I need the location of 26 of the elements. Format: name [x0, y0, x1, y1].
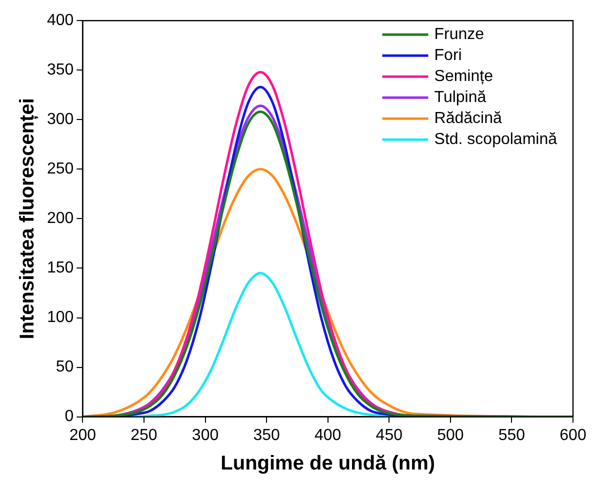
y-axis-title: Intensitatea fluorescenței [16, 98, 39, 340]
y-tick-label: 400 [46, 12, 74, 30]
x-tick-label: 200 [69, 426, 96, 444]
x-tick-label: 350 [253, 426, 280, 444]
x-tick-label: 600 [560, 426, 586, 444]
x-tick-label: 550 [498, 426, 526, 444]
legend-label: Fori [434, 47, 462, 64]
y-tick-label: 300 [46, 111, 74, 128]
y-tick-label: 0 [64, 408, 74, 426]
legend-label: Rădăcină [434, 110, 502, 128]
legend-label: Std. scopolamină [434, 131, 558, 148]
legend-label: Tulpină [434, 89, 486, 106]
y-tick-label: 250 [46, 160, 74, 178]
y-tick-label: 50 [56, 358, 74, 376]
legend-label: Frunze [434, 26, 484, 44]
x-tick-label: 400 [314, 426, 342, 444]
x-tick-label: 500 [437, 426, 464, 444]
y-tick-label: 150 [46, 260, 74, 277]
y-tick-label: 200 [46, 210, 74, 228]
x-tick-label: 250 [130, 426, 158, 444]
x-axis-title: Lungime de undă (nm) [220, 452, 436, 475]
x-tick-label: 450 [376, 426, 403, 444]
x-tick-label: 300 [192, 426, 219, 444]
legend-label: Semințe [434, 68, 494, 86]
y-tick-label: 100 [46, 309, 74, 326]
y-tick-label: 350 [46, 62, 74, 79]
